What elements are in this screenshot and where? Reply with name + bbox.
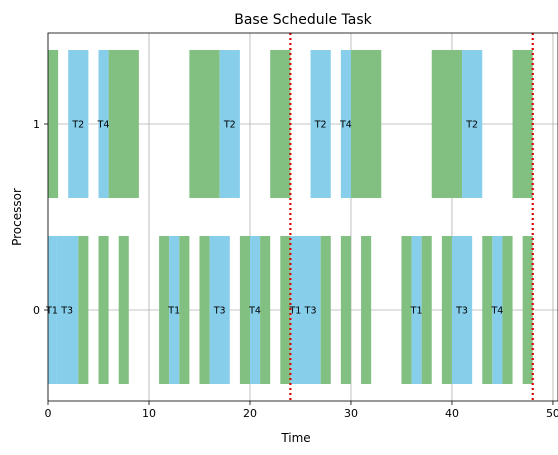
chart-title: Base Schedule Task [234,12,372,28]
bar-p0-idle [441,236,452,384]
bar-p0-task [300,236,321,384]
bar-p0-idle [78,236,89,384]
x-tick-label: 50 [546,407,558,420]
bar-p0-task [492,236,503,384]
bar-label: T1 [167,306,180,317]
bar-p1-idle [189,50,220,198]
bars-layer [48,50,533,384]
plot-frame [47,32,558,402]
bar-label: T1 [45,306,58,317]
bar-p0-idle [502,236,513,384]
bar-p1-task [98,50,109,198]
bar-p1-idle [350,50,382,198]
bar-p0-idle [320,236,331,384]
bar-p0-task [411,236,422,384]
bar-p0-idle [522,236,533,384]
bar-p0-idle [421,236,432,384]
bar-p0-idle [401,236,412,384]
y-axis-label: Processor [10,188,24,246]
bar-label: T2 [71,120,84,131]
hyperperiod-lines [289,33,534,401]
bar-p0-idle [280,236,291,384]
bar-p1-idle [108,50,139,198]
bar-label: T3 [60,306,73,317]
bar-label: T2 [223,120,236,131]
bar-p0-idle [98,236,109,384]
bar-label: T4 [97,120,110,131]
bar-p1-task [68,50,89,198]
bar-p0-task [249,236,261,384]
bar-p0-idle [179,236,190,384]
bar-p0-task [451,236,473,384]
bar-label: T2 [465,120,478,131]
y-tick-label: 0 [33,304,40,317]
x-tick-label: 40 [445,407,459,420]
bar-p1-idle [431,50,463,198]
bar-label: T4 [490,306,503,317]
bar-p1-task [462,50,483,198]
x-axis-ticks: 0 10 20 30 40 50 [45,401,558,420]
x-tick-label: 30 [344,407,358,420]
bar-p1-task [310,50,331,198]
bar-label: T4 [248,306,261,317]
bar-label: T4 [339,120,352,131]
bar-p0-task [290,236,301,384]
bar-label: T3 [304,306,317,317]
bar-label: T3 [213,306,226,317]
bar-label: T1 [410,306,423,317]
x-tick-label: 10 [142,407,156,420]
bar-p0-task [56,236,79,384]
bar-p0-idle [239,236,250,384]
bar-p1-idle [512,50,533,198]
bar-p0-idle [260,236,271,384]
x-tick-label: 0 [45,407,52,420]
bar-p1-idle [270,50,291,198]
y-tick-label: 1 [33,118,40,131]
x-axis-label: Time [280,431,310,445]
bar-p1-idle [48,50,59,198]
bar-p0-idle [340,236,351,384]
bar-p0-task [169,236,180,384]
bar-p0-task [209,236,230,384]
bar-p1-task [219,50,240,198]
x-tick-label: 20 [243,407,257,420]
bar-p0-idle [118,236,129,384]
y-axis-ticks: 01 [33,118,48,317]
bar-label: T3 [455,306,468,317]
bar-p1-task [340,50,351,198]
bar-p0-idle [199,236,210,384]
bar-p0-idle [159,236,170,384]
bar-p0-task [48,236,57,384]
bar-p0-idle [482,236,493,384]
bar-label: T1 [288,306,301,317]
bar-label: T2 [314,120,327,131]
bar-p0-idle [361,236,372,384]
